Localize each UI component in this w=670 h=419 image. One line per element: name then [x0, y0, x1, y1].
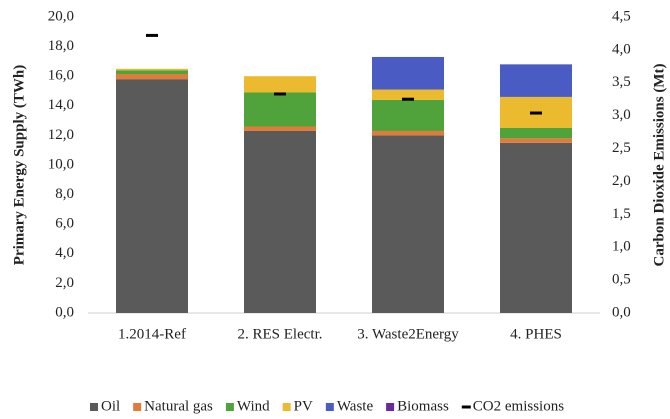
y2-tick-label: 4,5 [612, 8, 631, 24]
bar-segment [244, 126, 316, 131]
y-tick-label: 10,0 [48, 156, 74, 172]
legend-label: CO2 emissions [473, 398, 564, 414]
y-tick-label: 16,0 [48, 68, 74, 84]
y2-tick-label: 2,5 [612, 140, 631, 156]
bar-segment [372, 130, 444, 136]
y2-tick-label: 1,0 [612, 239, 631, 255]
x-tick-label: 4. PHES [510, 326, 562, 342]
y-tick-label: 8,0 [55, 186, 74, 202]
legend-label: Biomass [397, 398, 449, 414]
x-tick-label: 2. RES Electr. [238, 326, 323, 342]
bar-segment [244, 130, 316, 313]
legend-marker [225, 403, 234, 411]
y2-axis-title: Carbon Dioxide Emissions (Mt) [651, 64, 667, 267]
y-tick-label: 6,0 [55, 216, 74, 232]
bar-segment [244, 92, 316, 127]
x-tick-label: 3. Waste2Energy [357, 326, 459, 342]
bar-segment [500, 142, 572, 313]
y2-tick-label: 3,0 [612, 107, 631, 123]
y2-tick-label: 3,5 [612, 74, 631, 90]
legend-marker [90, 403, 98, 411]
y-tick-label: 12,0 [48, 127, 74, 143]
y2-tick-label: 1,5 [612, 206, 631, 222]
legend-label: Waste [337, 398, 374, 414]
legend-label: PV [294, 398, 313, 414]
y-tick-label: 18,0 [48, 38, 74, 54]
bar-segment [500, 128, 572, 139]
y-tick-label: 4,0 [55, 245, 74, 261]
bar-segment [116, 70, 188, 74]
legend-label: Oil [101, 398, 120, 414]
legend-marker [325, 403, 334, 411]
bar-segment [372, 89, 444, 100]
bar-segment [372, 56, 444, 90]
y2-tick-label: 0,5 [612, 272, 631, 288]
y-tick-label: 2,0 [55, 275, 74, 291]
legend-label: Wind [237, 398, 270, 414]
bar-segment [116, 79, 188, 313]
y-tick-label: 14,0 [48, 97, 74, 113]
legend-marker [386, 403, 395, 411]
bar-segment [372, 99, 444, 131]
bar-segment [116, 68, 188, 71]
x-tick-label: 1.2014-Ref [118, 326, 186, 342]
y2-tick-label: 0,0 [612, 304, 631, 320]
legend-marker [133, 403, 142, 411]
y-tick-label: 0,0 [55, 304, 74, 320]
bar-segment [244, 76, 316, 93]
legend-marker [282, 403, 291, 411]
bar-segment [372, 135, 444, 313]
bar-segment [116, 73, 188, 80]
y2-tick-label: 2,0 [612, 173, 631, 189]
bar-segment [500, 64, 572, 97]
y2-tick-label: 4,0 [612, 41, 631, 57]
y-axis-title: Primary Energy Supply (TWh) [11, 65, 27, 265]
y-tick-label: 20,0 [48, 8, 74, 24]
legend-label: Natural gas [144, 398, 213, 414]
bar-segment [500, 138, 572, 143]
